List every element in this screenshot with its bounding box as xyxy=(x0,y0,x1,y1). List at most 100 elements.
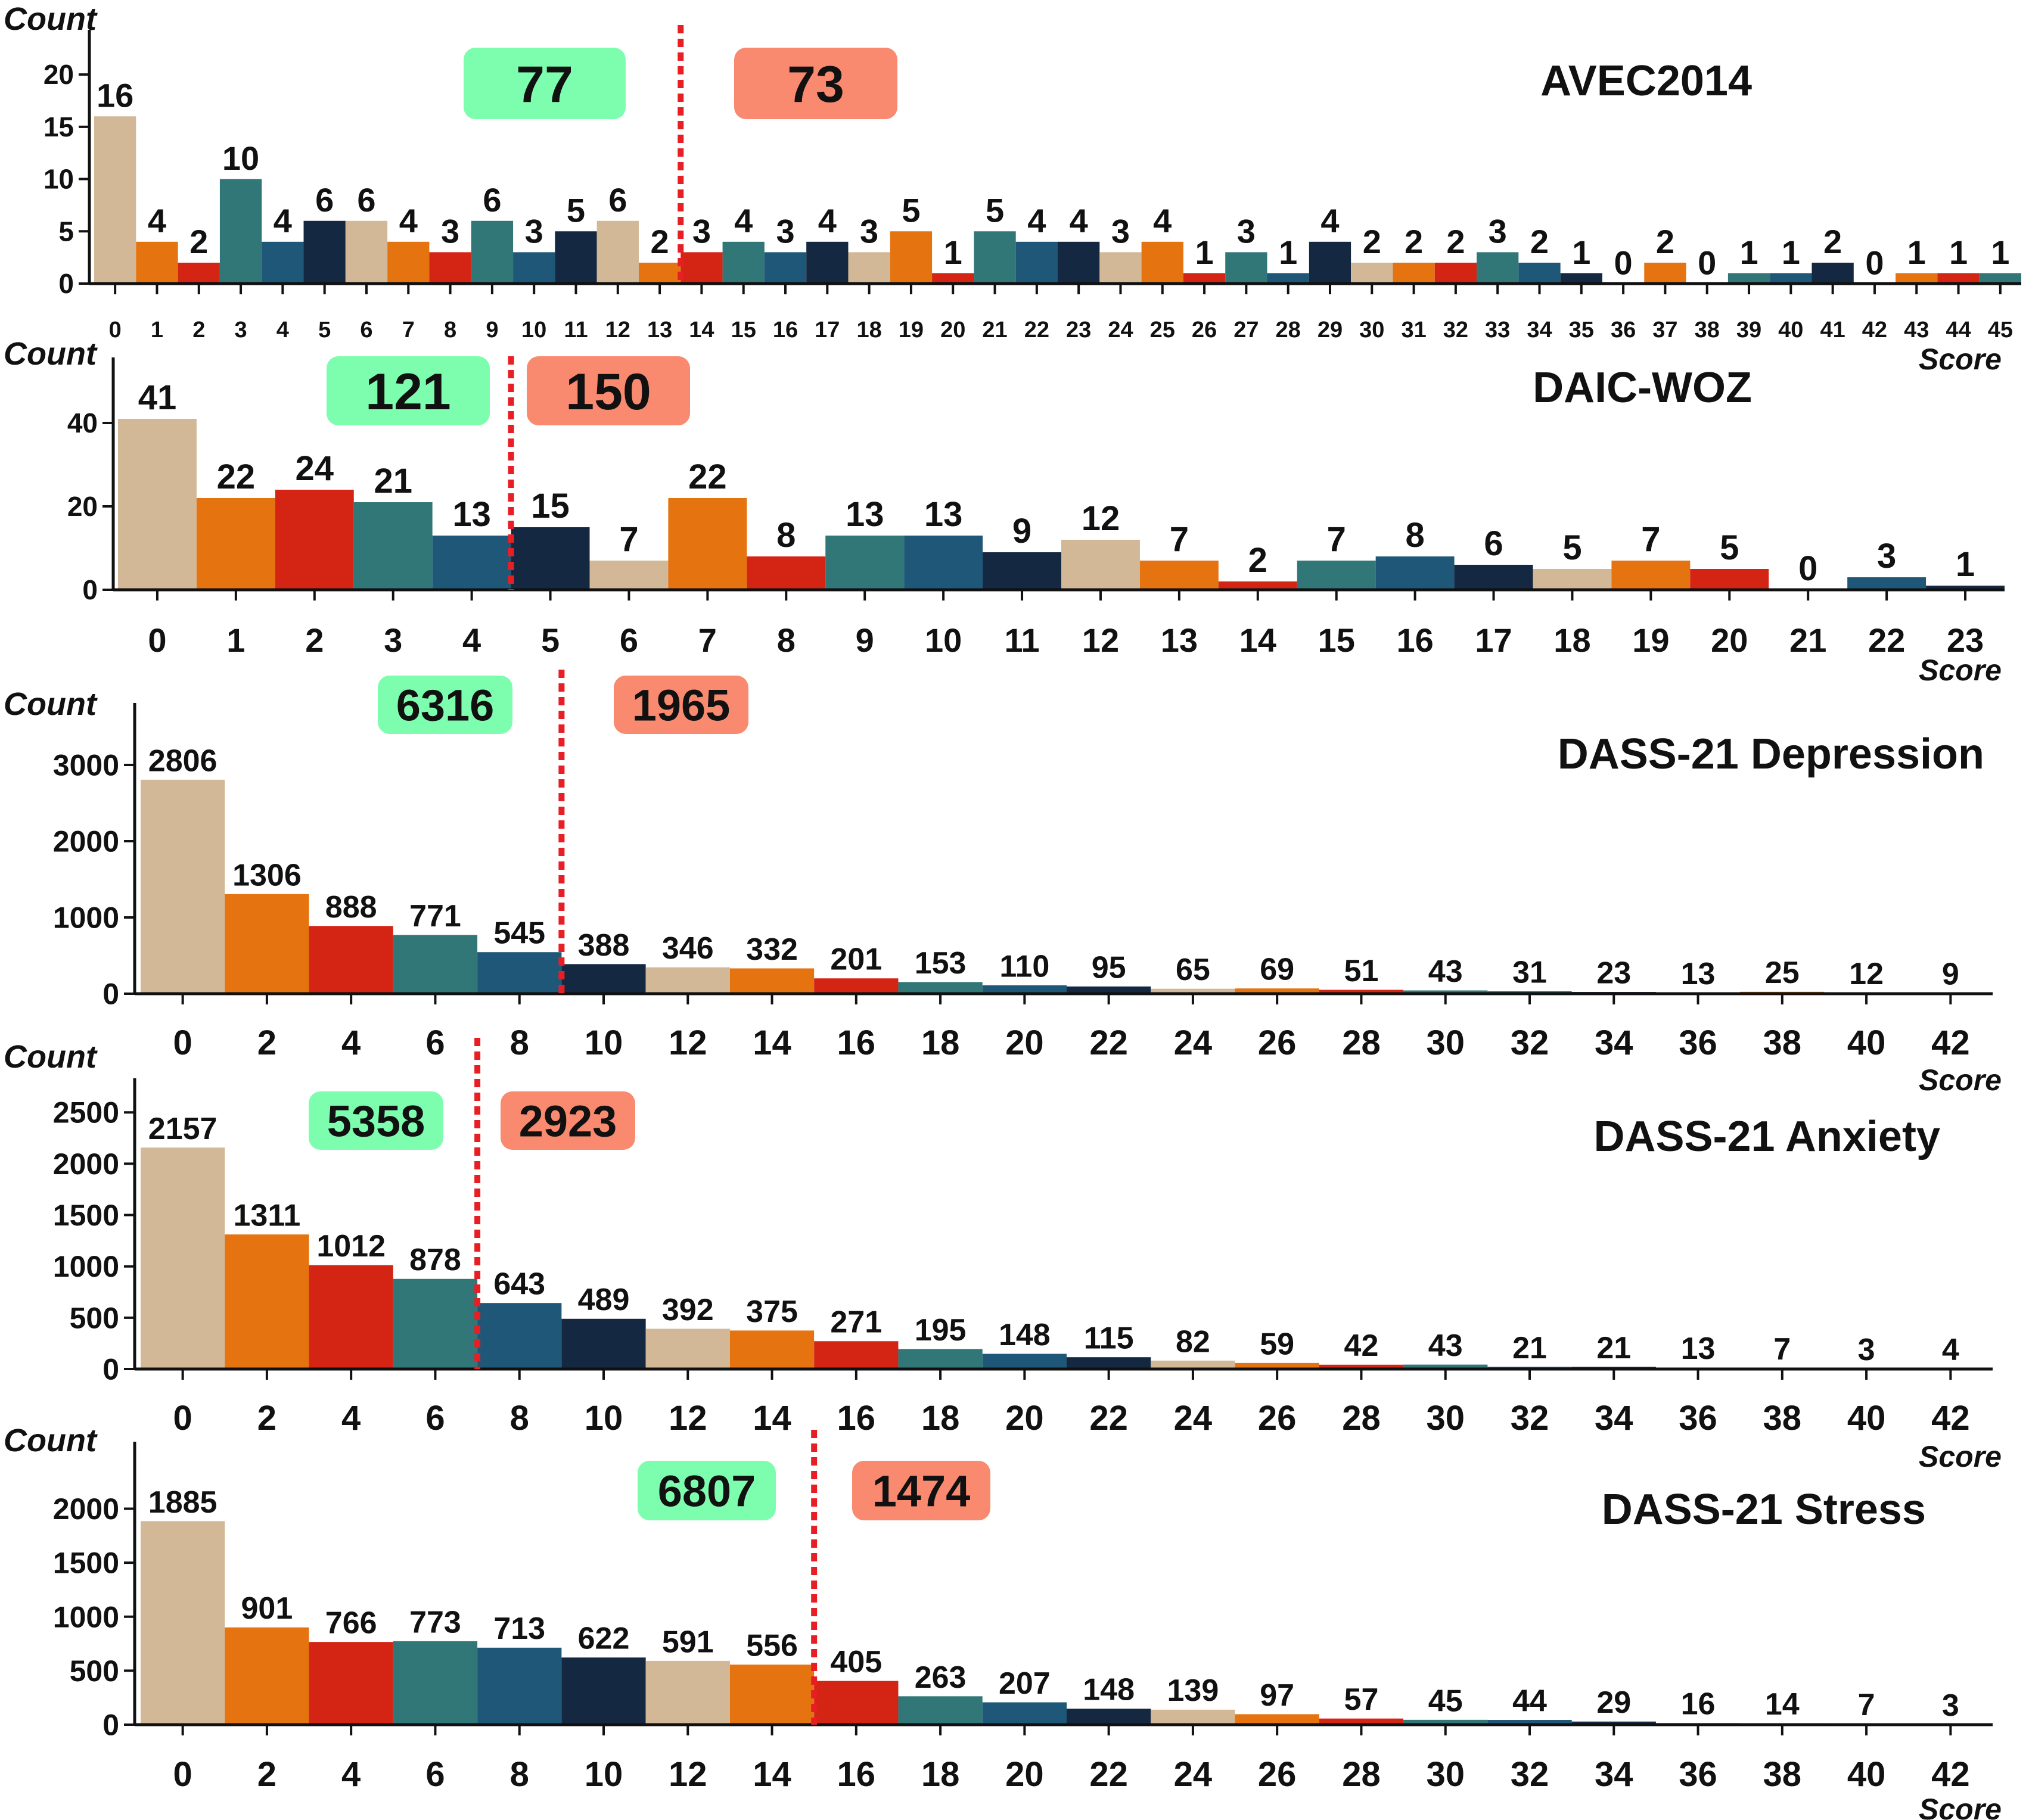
bar xyxy=(477,952,562,994)
bar-value-label: 4 xyxy=(1320,202,1339,239)
x-tick-label: 37 xyxy=(1652,318,1677,343)
y-tick-label: 1500 xyxy=(53,1199,119,1232)
x-tick-label: 41 xyxy=(1820,318,1845,343)
bar xyxy=(814,1341,899,1369)
x-tick-label: 2 xyxy=(305,621,324,659)
x-tick-label: 0 xyxy=(173,1023,192,1062)
panel-title: DAIC-WOZ xyxy=(1533,364,1752,412)
x-tick-label: 3 xyxy=(234,318,247,343)
bar-value-label: 8 xyxy=(1405,516,1424,555)
x-tick-label: 13 xyxy=(647,318,672,343)
bar xyxy=(638,262,681,284)
bar-value-label: 3 xyxy=(525,213,543,250)
x-tick-label: 43 xyxy=(1904,318,1929,343)
bar-value-label: 2 xyxy=(1530,223,1549,260)
bar xyxy=(645,967,730,994)
x-tick-label: 36 xyxy=(1679,1399,1717,1438)
bar-value-label: 2 xyxy=(1446,223,1465,260)
x-tick-label: 22 xyxy=(1089,1023,1128,1062)
bar-value-label: 591 xyxy=(662,1625,714,1659)
bar xyxy=(1518,262,1561,284)
bar-value-label: 65 xyxy=(1176,953,1210,987)
x-tick-label: 24 xyxy=(1174,1023,1213,1062)
x-tick-label: 4 xyxy=(341,1023,361,1062)
bar-value-label: 4 xyxy=(1027,202,1046,239)
y-tick-label: 2000 xyxy=(53,1147,119,1181)
bar xyxy=(1319,1718,1404,1725)
y-tick-label: 40 xyxy=(67,407,98,438)
bar xyxy=(982,1354,1067,1369)
bar-value-label: 3 xyxy=(441,213,459,250)
x-tick-label: 16 xyxy=(837,1023,876,1062)
x-tick-label: 38 xyxy=(1763,1399,1802,1438)
x-tick-label: 12 xyxy=(1082,621,1119,659)
bar-value-label: 3 xyxy=(1489,213,1507,250)
bar xyxy=(1067,1357,1151,1369)
x-tick-label: 34 xyxy=(1595,1023,1633,1062)
bar-value-label: 888 xyxy=(325,890,377,925)
bar-value-label: 153 xyxy=(915,946,967,981)
bar xyxy=(1477,252,1519,284)
bar-value-label: 1 xyxy=(1782,234,1800,271)
x-tick-label: 8 xyxy=(510,1755,529,1794)
x-tick-label: 7 xyxy=(698,621,717,659)
x-tick-label: 14 xyxy=(753,1023,791,1062)
bar-value-label: 2 xyxy=(189,223,208,260)
bar xyxy=(1139,561,1219,590)
bar-value-label: 201 xyxy=(830,942,882,977)
y-tick-label: 5 xyxy=(58,216,74,247)
bar-value-label: 2157 xyxy=(148,1112,217,1146)
bar xyxy=(814,1681,899,1725)
bar xyxy=(645,1329,730,1369)
x-tick-label: 0 xyxy=(148,621,166,659)
bar-value-label: 8 xyxy=(776,516,796,555)
x-tick-label: 36 xyxy=(1611,318,1636,343)
x-tick-label: 6 xyxy=(425,1399,445,1438)
x-tick-label: 2 xyxy=(192,318,205,343)
bar-value-label: 4 xyxy=(274,202,292,239)
bar-value-label: 1 xyxy=(1195,234,1213,271)
bar-value-label: 25 xyxy=(1765,956,1800,990)
x-tick-label: 14 xyxy=(1239,621,1276,659)
bar-value-label: 21 xyxy=(1512,1331,1547,1365)
x-tick-label: 22 xyxy=(1089,1755,1128,1794)
bar-value-label: 13 xyxy=(846,495,884,534)
x-tick-label: 18 xyxy=(921,1023,960,1062)
panel-title: DASS-21 Anxiety xyxy=(1593,1113,1940,1161)
x-tick-label: 12 xyxy=(605,318,630,343)
bar-value-label: 2806 xyxy=(148,743,217,778)
bar-value-label: 556 xyxy=(746,1629,798,1663)
bar xyxy=(729,1330,815,1369)
y-tick-label: 20 xyxy=(43,59,74,90)
x-tick-label: 20 xyxy=(1711,621,1748,659)
bar-value-label: 2 xyxy=(1248,541,1267,580)
x-tick-label: 20 xyxy=(1005,1023,1044,1062)
bar xyxy=(983,552,1061,590)
bar-value-label: 6 xyxy=(315,181,334,219)
bar-value-label: 13 xyxy=(452,495,491,534)
bar xyxy=(1319,1364,1404,1369)
x-tick-label: 2 xyxy=(257,1755,276,1794)
bar xyxy=(1309,241,1351,284)
bar-value-label: 1885 xyxy=(148,1485,217,1520)
x-tick-label: 18 xyxy=(856,318,881,343)
bar xyxy=(309,926,393,994)
x-tick-label: 19 xyxy=(899,318,924,343)
bar xyxy=(668,498,747,590)
bar-value-label: 6 xyxy=(357,181,375,219)
x-tick-label: 21 xyxy=(1789,621,1826,659)
x-tick-label: 30 xyxy=(1426,1399,1465,1438)
bar-value-label: 15 xyxy=(531,487,570,525)
bar xyxy=(432,536,511,590)
bar-value-label: 44 xyxy=(1512,1684,1547,1718)
bar xyxy=(477,1303,562,1369)
below-threshold-box xyxy=(327,356,490,425)
bar xyxy=(225,1627,309,1725)
bar-value-label: 3 xyxy=(692,213,711,250)
bar xyxy=(1812,262,1854,284)
x-tick-label: 22 xyxy=(1089,1399,1128,1438)
bar xyxy=(1533,569,1612,590)
x-tick-label: 38 xyxy=(1763,1023,1802,1062)
bar-value-label: 1012 xyxy=(316,1229,386,1264)
bar-value-label: 766 xyxy=(325,1606,377,1641)
